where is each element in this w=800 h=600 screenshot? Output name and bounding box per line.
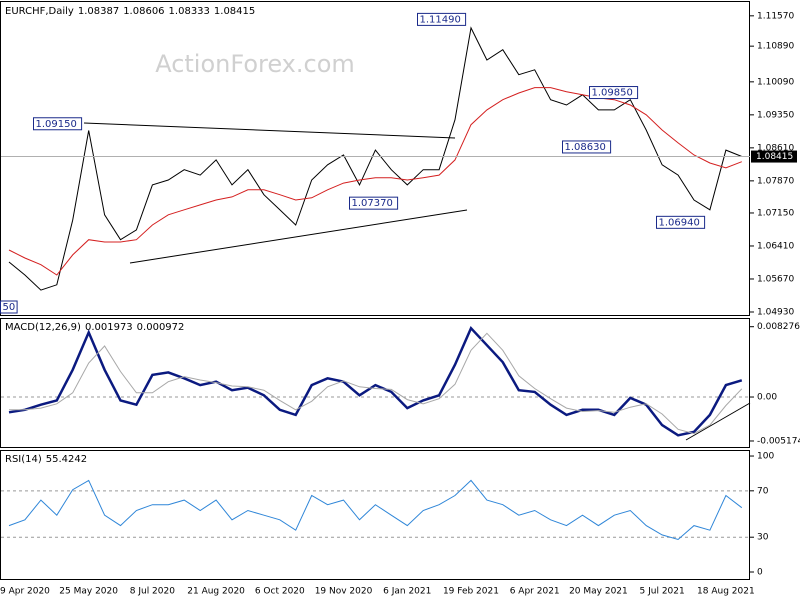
x-tick-label: 25 May 2020 <box>59 587 118 597</box>
y-tick-label: 1.08610 <box>757 143 794 153</box>
y-tick-label: 30 <box>757 533 769 543</box>
readout-value: 1.08606 <box>123 6 164 17</box>
x-tick-label: 18 Aug 2021 <box>697 587 755 597</box>
series-line <box>8 479 743 541</box>
x-tick-label: 9 Apr 2020 <box>0 587 50 597</box>
y-tick-label: 0.008276 <box>757 322 800 332</box>
panel-title: EURCHF,Daily <box>5 6 74 17</box>
annotation-box <box>0 300 18 314</box>
annotation-box <box>656 215 706 229</box>
y-tick-label: 1.10090 <box>757 77 794 87</box>
y-tick-label: 1.06410 <box>757 241 794 251</box>
panel-header: MACD(12,26,9) 0.001973 0.000972 <box>5 322 184 333</box>
x-tick-label: 19 Feb 2021 <box>443 587 499 597</box>
annotation-label: 1.08630 <box>565 142 606 153</box>
y-tick-label: 1.09350 <box>757 110 794 120</box>
x-tick-label: 6 Apr 2021 <box>510 587 560 597</box>
x-tick-label: 19 Nov 2020 <box>315 587 373 597</box>
y-tick-label: 0.00 <box>757 393 777 403</box>
annotation-label: 1.09150 <box>36 119 77 130</box>
series-line <box>9 332 743 435</box>
annotation-box <box>33 117 83 131</box>
macd-panel <box>0 318 750 448</box>
annotation-box <box>589 86 639 100</box>
price-panel <box>0 1 750 316</box>
annotation-label: 1.09850 <box>592 88 633 99</box>
y-tick-label: 100 <box>757 452 774 462</box>
y-tick-label: 1.04930 <box>757 307 794 317</box>
annotation-label: 1.07370 <box>352 198 393 209</box>
watermark: ActionForex.com <box>155 50 355 78</box>
y-tick-label: 1.07870 <box>757 176 794 186</box>
panel-title: MACD(12,26,9) <box>5 322 81 333</box>
x-tick-label: 8 Jul 2020 <box>130 587 175 597</box>
annotation-label: 1.06940 <box>659 217 700 228</box>
annotation-box <box>417 12 467 26</box>
annotation-label: 50 <box>3 302 16 313</box>
series-line <box>8 325 743 437</box>
readout-value: 1.08415 <box>214 6 255 17</box>
x-tick-label: 6 Oct 2020 <box>255 587 305 597</box>
trend-line <box>685 402 751 441</box>
current-price-box <box>751 150 797 163</box>
panel-header: RSI(14) 55.4242 <box>5 454 87 465</box>
readout-value: 0.000972 <box>137 322 185 333</box>
x-tick-label: 20 May 2021 <box>569 587 628 597</box>
y-tick-label: 1.11570 <box>757 11 794 21</box>
y-tick-label: -0.005174 <box>757 436 800 446</box>
annotation-box <box>349 196 399 210</box>
annotation-label: 1.11490 <box>420 14 461 25</box>
rsi-panel <box>0 450 750 580</box>
y-tick-label: 0 <box>757 567 763 577</box>
trend-line <box>129 209 468 264</box>
x-tick-label: 6 Jan 2021 <box>383 587 431 597</box>
annotation-box <box>562 140 612 154</box>
panel-title: RSI(14) <box>5 454 42 465</box>
y-tick-label: 70 <box>757 486 769 496</box>
series-line <box>8 26 742 291</box>
x-tick-label: 21 Aug 2020 <box>187 587 245 597</box>
y-tick-label: 1.05670 <box>757 274 794 284</box>
readout-value: 1.08387 <box>78 6 119 17</box>
readout-value: 55.4242 <box>46 454 87 465</box>
readout-value: 1.08333 <box>169 6 210 17</box>
y-tick-label: 1.07150 <box>757 208 794 218</box>
y-tick-label: 1.10890 <box>757 42 794 52</box>
panel-header: EURCHF,Daily 1.08387 1.08606 1.08333 1.08415 <box>5 6 255 17</box>
x-tick-label: 5 Jul 2021 <box>640 587 685 597</box>
readout-value: 0.001973 <box>85 322 133 333</box>
current-price-label: 1.08415 <box>756 152 793 162</box>
trend-line <box>83 122 456 139</box>
series-line <box>8 87 742 276</box>
